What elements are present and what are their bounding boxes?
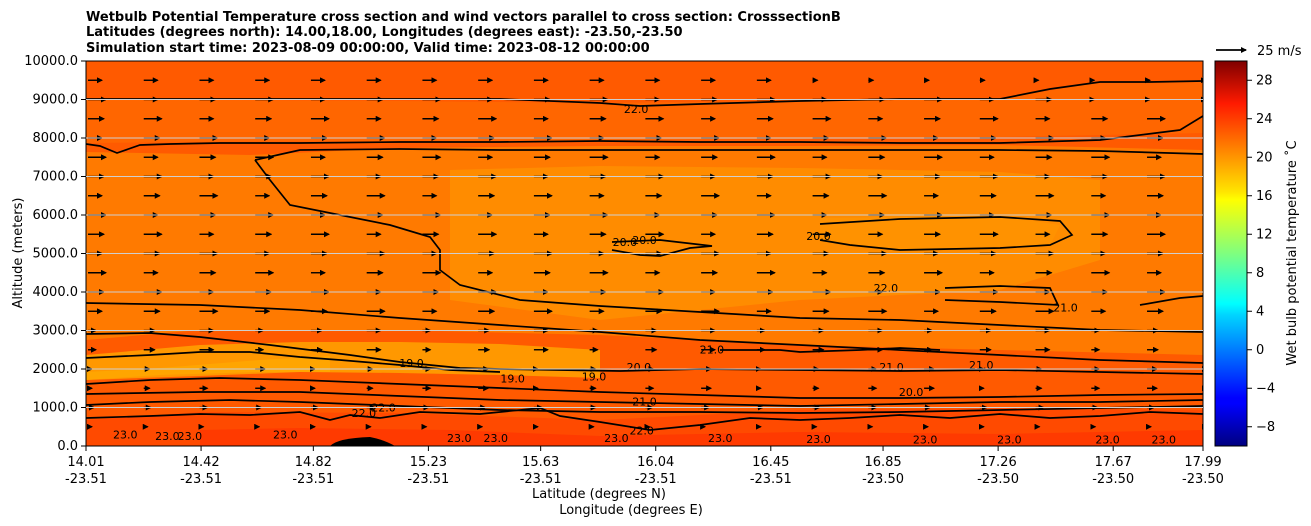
x-axis-label-longitude: Longitude (degrees E) <box>559 503 703 518</box>
y-tick-label: 4000.0 <box>33 285 79 300</box>
contour-label: 23.0 <box>997 434 1022 447</box>
x-tick-label-lon: -23.51 <box>407 472 449 487</box>
colorbar-tick-label: 16 <box>1256 189 1273 204</box>
x-tick-label-lon: -23.51 <box>750 472 792 487</box>
y-axis-label: Altitude (meters) <box>11 198 26 309</box>
colorbar-ticks: −8 −4 0 4 8 12 16 20 24 28 <box>1247 73 1275 435</box>
colorbar-tick-label: 0 <box>1256 343 1264 358</box>
y-tick-label: 10000.0 <box>24 54 78 69</box>
contour-label: 23.0 <box>1095 434 1120 447</box>
contour-label: 23.0 <box>708 432 733 445</box>
x-tick-label-lat: 16.04 <box>637 455 674 470</box>
x-tick-label-lon: -23.51 <box>180 472 222 487</box>
colorbar-tick-label: 20 <box>1256 150 1273 165</box>
x-tick-label-lat: 17.99 <box>1184 455 1221 470</box>
contour-label: 23.0 <box>484 432 509 445</box>
band-core <box>450 166 1100 320</box>
colorbar-tick-label: 4 <box>1256 304 1264 319</box>
contour-label: 20.0 <box>613 236 638 249</box>
y-tick-label: 0.0 <box>57 439 78 454</box>
contour-label: 20.0 <box>632 234 657 247</box>
x-tick-label-lat: 16.85 <box>864 455 901 470</box>
y-axis: 0.0 1000.0 2000.0 3000.0 4000.0 5000.0 6000.0 7… <box>24 54 1203 454</box>
contour-label: 23.0 <box>273 428 298 441</box>
contour-label: 23.0 <box>913 434 938 447</box>
terrain <box>330 437 395 446</box>
colorbar-tick-label: −8 <box>1256 420 1275 435</box>
contour-label: 23.0 <box>155 430 180 443</box>
x-tick-label-lon: -23.50 <box>977 472 1019 487</box>
contour-label: 22.0 <box>624 103 649 116</box>
contour-label: 23.0 <box>604 432 629 445</box>
y-tick-label: 8000.0 <box>33 131 79 146</box>
contour-label: 19.0 <box>582 371 607 384</box>
contour-label: 23.0 <box>178 430 203 443</box>
contour-label: 22.0 <box>352 407 377 420</box>
contour-label: 21.0 <box>632 396 657 409</box>
y-tick-label: 7000.0 <box>33 170 79 185</box>
colorbar-tick-label: −4 <box>1256 381 1275 396</box>
contour-label: 23.0 <box>113 428 138 441</box>
contour-label: 20.0 <box>806 230 831 243</box>
colorbar-gradient <box>1214 60 1248 447</box>
quiver-key-label: 25 m/s <box>1257 44 1302 59</box>
contour-labels: 22.020.020.0 20.022.021.021.019.019.0 19.0… <box>113 103 1176 447</box>
x-tick-label-lon: -23.50 <box>862 472 904 487</box>
y-tick-label: 2000.0 <box>33 362 79 377</box>
chart-title-line-3: Simulation start time: 2023-08-09 00:00:… <box>86 41 650 56</box>
quiver-key: 25 m/s <box>1216 44 1302 59</box>
y-tick-label: 3000.0 <box>33 324 79 339</box>
x-tick-label-lat: 15.63 <box>522 455 559 470</box>
x-tick-label-lon: -23.51 <box>635 472 677 487</box>
colorbar: −8 −4 0 4 8 12 16 20 24 28 Wet bulb potential tem… <box>1214 60 1300 447</box>
x-tick-label-lat: 16.45 <box>752 455 789 470</box>
y-tick-label: 5000.0 <box>33 247 79 262</box>
colorbar-tick-label: 28 <box>1256 73 1273 88</box>
band-surface-hot <box>200 428 1203 446</box>
x-tick-label-lat: 17.26 <box>980 455 1017 470</box>
chart-title-line-1: Wetbulb Potential Temperature cross sect… <box>86 10 841 25</box>
colorbar-tick-label: 8 <box>1256 266 1264 281</box>
y-tick-label: 9000.0 <box>33 93 79 108</box>
contour-label: 22.0 <box>874 282 899 295</box>
colorbar-tick-label: 24 <box>1256 112 1273 127</box>
x-tick-label-lat: 14.42 <box>182 455 219 470</box>
x-tick-label-lon: -23.51 <box>292 472 334 487</box>
contour-label: 21.0 <box>879 361 904 374</box>
x-tick-label-lon: -23.50 <box>1182 472 1224 487</box>
band-upper <box>86 82 1203 143</box>
contour-label: 21.0 <box>700 344 725 357</box>
contour-label: 19.0 <box>500 372 525 385</box>
x-tick-label-lat: 17.67 <box>1095 455 1132 470</box>
y-tick-label: 6000.0 <box>33 208 79 223</box>
x-axis: 14.01 -23.51 14.42 -23.51 14.82 -23.51 15.23 -2… <box>65 446 1224 487</box>
contour-label: 23.0 <box>1151 434 1176 447</box>
x-tick-label-lon: -23.51 <box>520 472 562 487</box>
contour-label: 23.0 <box>806 433 831 446</box>
colorbar-label: Wet bulb potential temperature ˚C <box>1284 140 1300 365</box>
x-tick-label-lat: 15.23 <box>410 455 447 470</box>
x-tick-label-lat: 14.01 <box>67 455 104 470</box>
contour-label: 20.0 <box>627 361 652 374</box>
contour-label: 23.0 <box>447 432 472 445</box>
contour-label: 20.0 <box>899 386 924 399</box>
contour-label: 21.0 <box>1053 301 1078 314</box>
contour-label: 21.0 <box>969 359 994 372</box>
x-tick-label-lon: -23.50 <box>1092 472 1134 487</box>
x-tick-label-lat: 14.82 <box>295 455 332 470</box>
chart-title-line-2: Latitudes (degrees north): 14.00,18.00, … <box>86 25 683 40</box>
colorbar-tick-label: 12 <box>1256 227 1273 242</box>
contour-label: 22.0 <box>629 424 654 437</box>
y-tick-label: 1000.0 <box>33 401 79 416</box>
contour-label: 19.0 <box>399 357 424 370</box>
x-axis-label-latitude: Latitude (degrees N) <box>532 487 666 502</box>
x-tick-label-lon: -23.51 <box>65 472 107 487</box>
plot-area <box>86 61 1203 446</box>
